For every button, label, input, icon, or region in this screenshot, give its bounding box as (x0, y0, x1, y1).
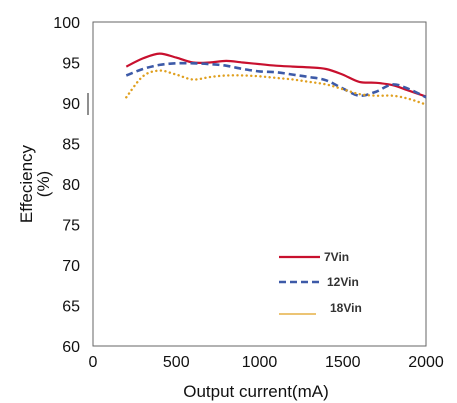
y-tick-label: 70 (62, 258, 80, 275)
legend: 7Vin 12Vin 18Vin (279, 250, 362, 315)
legend-label-18vin: 18Vin (330, 301, 362, 315)
y-tick-label: 100 (53, 15, 80, 32)
x-tick-label: 0 (89, 354, 98, 371)
x-tick-label: 1000 (242, 354, 278, 371)
x-tick-labels: 0 500 1000 1500 2000 (89, 354, 444, 371)
y-tick-label: 75 (62, 218, 80, 235)
x-tick-label: 1500 (325, 354, 361, 371)
series-line-18vin (125, 69, 428, 106)
y-tick-label: 95 (62, 56, 80, 73)
y-tick-labels: 60 65 70 75 80 85 90 95 100 (53, 15, 80, 356)
legend-label-7vin: 7Vin (324, 250, 349, 264)
x-axis-title: Output current(mA) (183, 382, 329, 401)
series-line-7vin (125, 52, 427, 98)
plot-area-frame (92, 21, 427, 347)
x-tick-label: 500 (163, 354, 190, 371)
series-line-12vin (125, 61, 427, 99)
y-axis-title-line-1: Effeciency (17, 144, 36, 223)
y-tick-label: 65 (62, 299, 80, 316)
y-tick-label: 60 (62, 339, 80, 356)
legend-label-12vin: 12Vin (327, 275, 359, 289)
y-tick-label: 90 (62, 96, 80, 113)
y-tick-label: 80 (62, 177, 80, 194)
y-tick-label: 85 (62, 137, 80, 154)
series-lines (125, 52, 428, 106)
y-axis-title-line-2: (%) (34, 171, 53, 197)
x-tick-label: 2000 (408, 354, 444, 371)
